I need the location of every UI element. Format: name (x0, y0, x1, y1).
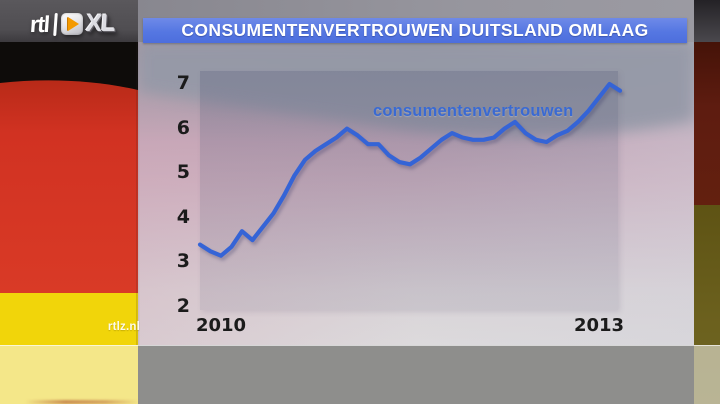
flag-red-band (0, 80, 138, 293)
headline-text: CONSUMENTENVERTROUWEN DUITSLAND OMLAAG (181, 20, 649, 40)
flag-edge-shadow (136, 40, 140, 345)
y-axis-tick: 2 (176, 295, 190, 317)
y-axis-tick: 6 (176, 116, 190, 139)
rtlz-watermark: rtlz.nl (107, 321, 140, 333)
series-label: consumentenvertrouwen (373, 102, 574, 120)
play-button-box (60, 13, 83, 35)
y-axis-tick: 5 (176, 161, 190, 184)
y-axis-tick: 3 (176, 250, 190, 273)
right-edge-flag-strip (694, 0, 720, 404)
bottom-light-strip (0, 345, 720, 404)
bottom-left-smudge (25, 400, 140, 404)
logo-divider-bar (52, 12, 58, 36)
right-strip-maroon (694, 42, 720, 205)
flag-black-band (0, 40, 138, 90)
play-icon (67, 17, 79, 31)
headline-banner: CONSUMENTENVERTROUWEN DUITSLAND OMLAAG (143, 18, 687, 43)
right-strip-dark (694, 0, 720, 42)
rtl-xl-logo: rtl XL (29, 10, 116, 37)
logo-xl-text: XL (84, 10, 116, 37)
x-axis-tick: 2013 (573, 315, 625, 336)
y-axis-tick: 4 (176, 205, 190, 228)
y-axis-tick: 7 (176, 72, 190, 94)
logo-rtl-text: rtl (29, 10, 50, 37)
x-axis-tick: 2010 (195, 315, 247, 336)
